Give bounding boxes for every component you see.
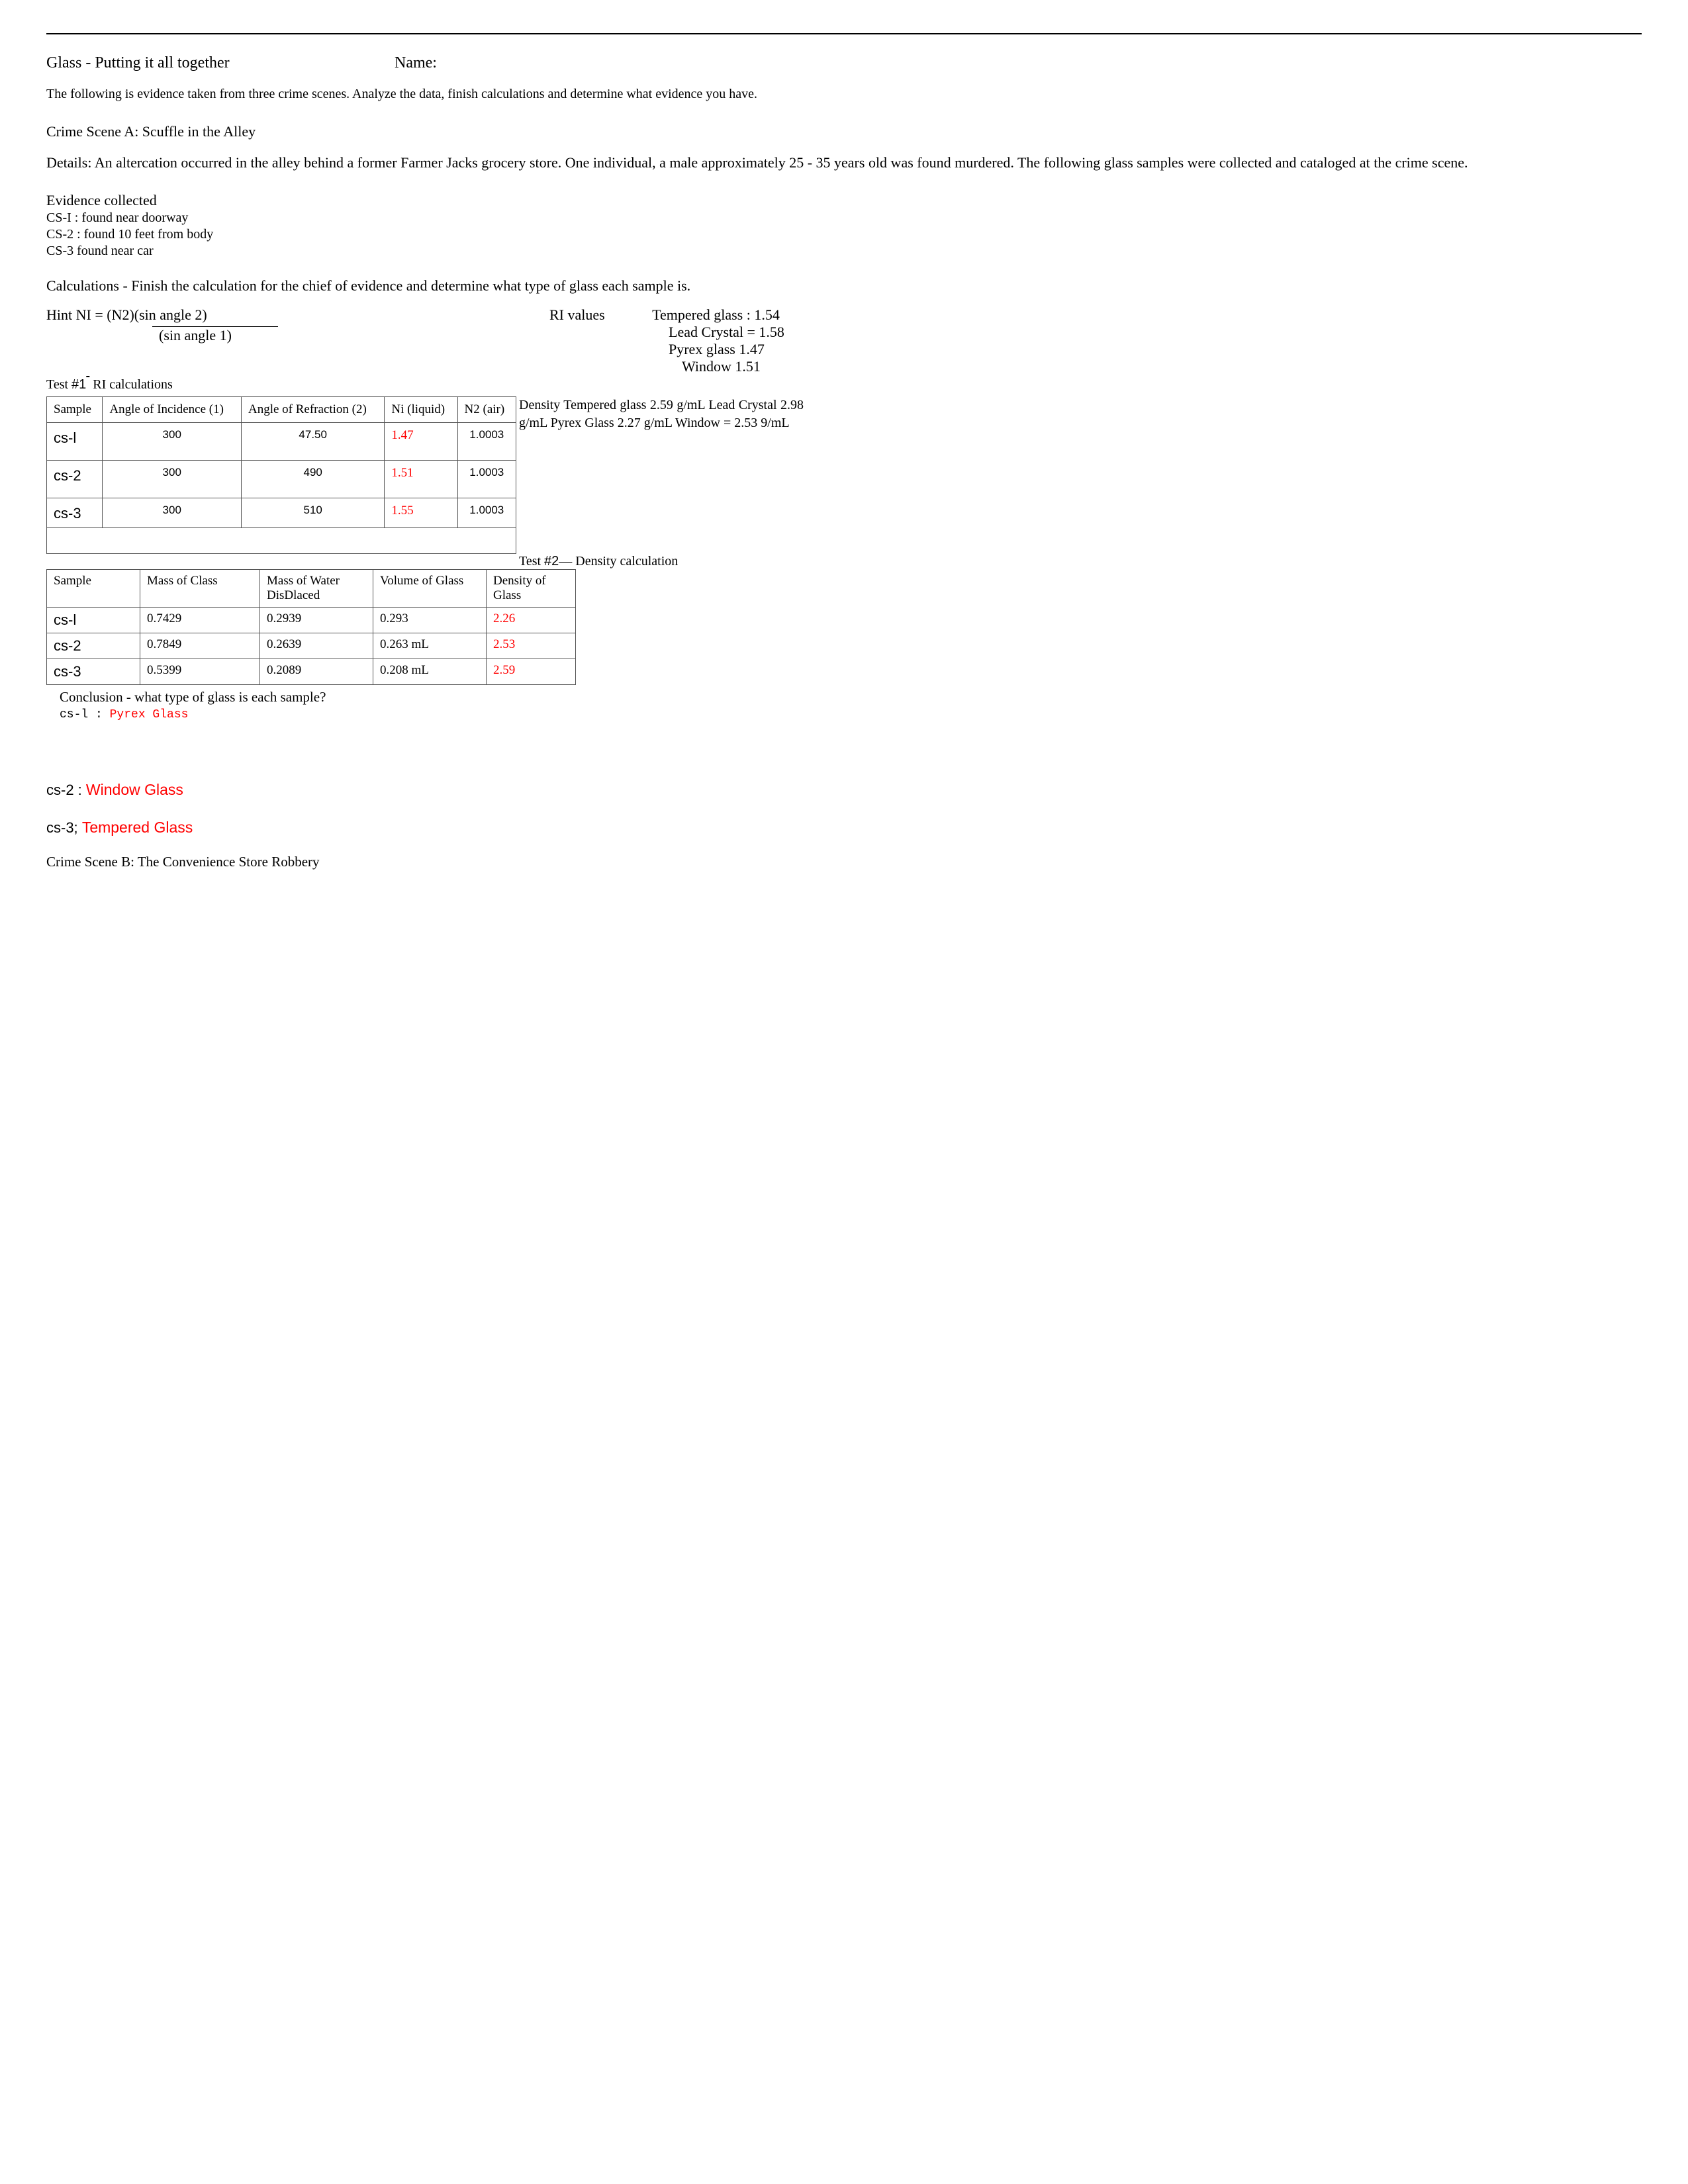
cs1-label: cs-l : [60, 708, 103, 721]
cell-a1: 300 [103, 422, 242, 460]
intro-text: The following is evidence taken from thr… [46, 85, 1642, 103]
evidence-line-2: CS-2 : found 10 feet from body [46, 227, 1642, 242]
cell-vol: 0.208 mL [373, 659, 487, 684]
col-mass: Mass of Class [140, 569, 260, 607]
cell-a2: 510 [241, 498, 384, 527]
spacer-row [47, 527, 516, 553]
cell-ni: 1.47 [385, 422, 457, 460]
cell-ni: 1.55 [385, 498, 457, 527]
name-label: Name: [395, 54, 437, 71]
ri-value-2: Lead Crystal = 1.58 [669, 324, 784, 341]
cell-sample: cs-3 [47, 659, 140, 684]
cs1-answer: Pyrex Glass [110, 708, 189, 721]
col-n2: N2 (air) [457, 396, 516, 422]
top-rule [46, 33, 1642, 34]
cell-n2: 1.0003 [457, 422, 516, 460]
cell-a2: 490 [241, 460, 384, 498]
table-header-row: Sample Angle of Incidence (1) Angle of R… [47, 396, 516, 422]
test2-table: Sample Mass of Class Mass of Water DisDl… [46, 569, 576, 685]
cs2-label: cs-2 : [46, 782, 82, 798]
table-row: cs-l 300 47.50 1.47 1.0003 [47, 422, 516, 460]
scene-a-details: Details: An altercation occurred in the … [46, 152, 1642, 173]
test2-heading: Test #2— Density calculation [519, 554, 678, 569]
cell-mwater: 0.2089 [260, 659, 373, 684]
cell-mwater: 0.2639 [260, 633, 373, 659]
page-title: Glass - Putting it all together [46, 54, 391, 72]
cell-n2: 1.0003 [457, 498, 516, 527]
cell-a1: 300 [103, 498, 242, 527]
cell-sample: cs-2 [47, 633, 140, 659]
cell-n2: 1.0003 [457, 460, 516, 498]
conclusion-prompt: Conclusion - what type of glass is each … [60, 689, 1642, 705]
cs3-answer: Tempered Glass [82, 819, 193, 836]
ri-value-3: Pyrex glass 1.47 [669, 341, 784, 358]
title-row: Glass - Putting it all together Name: [46, 54, 1642, 72]
cell-mass: 0.5399 [140, 659, 260, 684]
cell-mass: 0.7849 [140, 633, 260, 659]
cell-mwater: 0.2939 [260, 607, 373, 633]
hint-line-1: Hint NI = (N2)(sin angle 2) [46, 306, 207, 324]
ri-value-4: Window 1.51 [682, 358, 784, 375]
evidence-head: Evidence collected [46, 192, 1642, 209]
scene-b-heading: Crime Scene B: The Convenience Store Rob… [46, 854, 1642, 870]
cell-sample: cs-3 [47, 498, 103, 527]
cell-den: 2.26 [487, 607, 576, 633]
ri-values-label: RI values [549, 306, 649, 324]
cell-sample: cs-2 [47, 460, 103, 498]
cs2-answer: Window Glass [86, 781, 183, 798]
table-row: cs-2 300 490 1.51 1.0003 [47, 460, 516, 498]
test1-table: Sample Angle of Incidence (1) Angle of R… [46, 396, 516, 554]
cell-den: 2.53 [487, 633, 576, 659]
table-row: cs-2 0.7849 0.2639 0.263 mL 2.53 [47, 633, 576, 659]
table-row: cs-l 0.7429 0.2939 0.293 2.26 [47, 607, 576, 633]
col-sample: Sample [47, 396, 103, 422]
cell-vol: 0.263 mL [373, 633, 487, 659]
cell-vol: 0.293 [373, 607, 487, 633]
test1-heading: Test #1 RI calculations [46, 377, 1642, 392]
cell-a2: 47.50 [241, 422, 384, 460]
hint-line-2: (sin angle 1) [159, 327, 1642, 344]
test1-wrap: Sample Angle of Incidence (1) Angle of R… [46, 396, 1642, 554]
table-row: cs-3 0.5399 0.2089 0.208 mL 2.59 [47, 659, 576, 684]
density-note: Density Tempered glass 2.59 g/mL Lead Cr… [519, 396, 804, 432]
density-note-wrap: Density Tempered glass 2.59 g/mL Lead Cr… [516, 396, 804, 432]
col-angle1: Angle of Incidence (1) [103, 396, 242, 422]
evidence-line-1: CS-I : found near doorway [46, 210, 1642, 226]
col-den: Density of Glass [487, 569, 576, 607]
table-row: cs-3 300 510 1.55 1.0003 [47, 498, 516, 527]
col-sample: Sample [47, 569, 140, 607]
scene-a-heading: Crime Scene A: Scuffle in the Alley [46, 123, 1642, 140]
cs3-label: cs-3; [46, 819, 78, 836]
cell-ni: 1.51 [385, 460, 457, 498]
cs3-answer-line: cs-3; Tempered Glass [46, 819, 1642, 837]
col-mwater: Mass of Water DisDlaced [260, 569, 373, 607]
hint-block: Hint NI = (N2)(sin angle 2) (sin angle 1… [46, 306, 1642, 344]
evidence-line-3: CS-3 found near car [46, 244, 1642, 259]
ri-values-block: RI values Tempered glass : 1.54 Lead Cry… [549, 306, 784, 375]
col-ni: Ni (liquid) [385, 396, 457, 422]
cell-sample: cs-l [47, 607, 140, 633]
test2-heading-wrap: Test #2— Density calculation [46, 554, 1642, 569]
cell-sample: cs-l [47, 422, 103, 460]
col-vol: Volume of Glass [373, 569, 487, 607]
table-header-row: Sample Mass of Class Mass of Water DisDl… [47, 569, 576, 607]
cs2-answer-line: cs-2 : Window Glass [46, 781, 1642, 799]
cell-den: 2.59 [487, 659, 576, 684]
calc-instruction: Calculations - Finish the calculation fo… [46, 277, 1642, 295]
cell-a1: 300 [103, 460, 242, 498]
cell-mass: 0.7429 [140, 607, 260, 633]
ri-value-1: Tempered glass : 1.54 [652, 306, 780, 323]
col-angle2: Angle of Refraction (2) [241, 396, 384, 422]
cs1-answer-line: cs-l : Pyrex Glass [60, 708, 1642, 721]
